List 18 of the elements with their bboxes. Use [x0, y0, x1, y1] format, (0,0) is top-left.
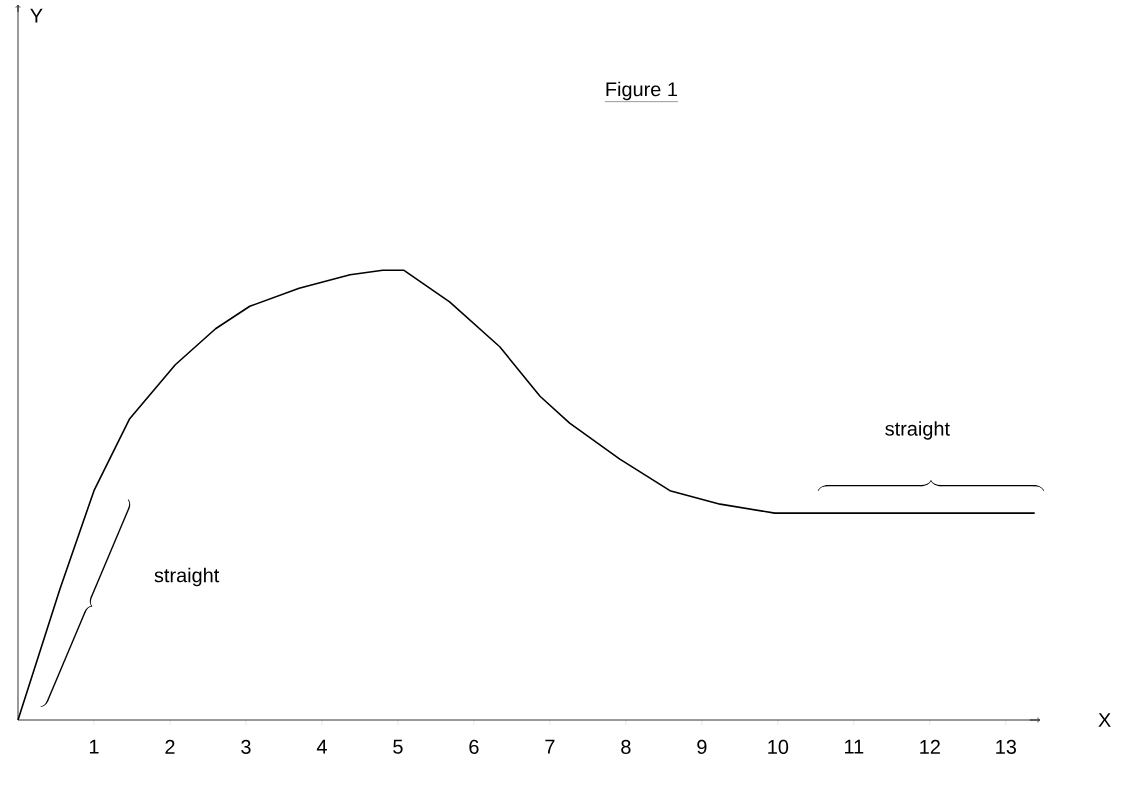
- x-tick-label: 5: [393, 739, 403, 754]
- annotation: straight: [885, 421, 950, 440]
- chart-title: Figure 1: [606, 81, 677, 101]
- x-tick-label: 9: [697, 739, 707, 754]
- annotation: straight: [154, 567, 220, 587]
- x-tick-label: 8: [621, 739, 631, 754]
- x-tick-label: 7: [545, 739, 555, 754]
- x-tick-label: 6: [469, 739, 479, 754]
- text: Y: [30, 8, 43, 23]
- x-tick-label: 2: [165, 739, 175, 754]
- x-tick-label: 3: [241, 739, 251, 754]
- x-tick-label: 10: [768, 739, 789, 754]
- x-tick-label: 4: [316, 739, 327, 754]
- x-tick-label: 1: [89, 739, 99, 754]
- x-tick-label: 13: [996, 739, 1017, 754]
- x-tick-label: 12: [920, 739, 940, 754]
- x-tick-label: 11: [845, 739, 864, 754]
- x-axis-title: X: [1098, 713, 1111, 727]
